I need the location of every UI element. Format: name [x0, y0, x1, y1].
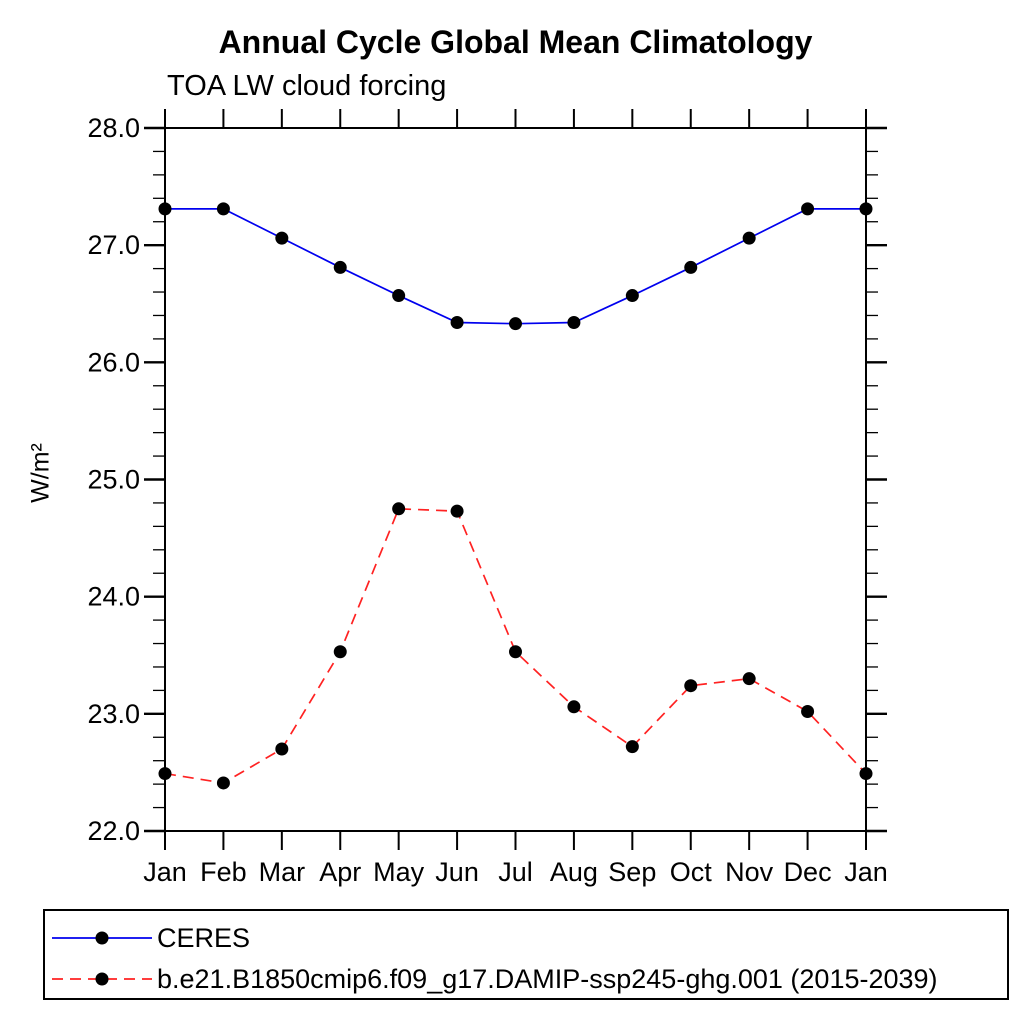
x-tick-label: Nov — [725, 857, 774, 887]
data-point-marker — [509, 317, 522, 331]
data-point-marker — [509, 645, 522, 659]
x-tick-label: Jan — [143, 857, 187, 887]
data-point-marker — [333, 260, 347, 274]
data-point-marker — [450, 504, 464, 518]
x-tick-label: Sep — [608, 857, 656, 887]
data-point-marker — [567, 700, 581, 714]
legend-label-ceres: CERES — [157, 922, 251, 953]
legend-label-model: b.e21.B1850cmip6.f09_g17.DAMIP-ssp245-gh… — [157, 963, 938, 994]
data-point-marker — [625, 289, 639, 303]
data-point-marker — [859, 202, 873, 216]
data-point-marker — [216, 776, 230, 790]
data-point-marker — [275, 231, 289, 245]
y-ticks — [144, 126, 887, 833]
data-point-marker — [742, 672, 756, 686]
data-point-marker — [801, 202, 815, 216]
series-0-ceres — [158, 202, 873, 331]
x-tick-label: Feb — [200, 857, 247, 887]
x-tick-label: Jan — [844, 857, 888, 887]
data-point-marker — [392, 289, 406, 303]
data-point-marker — [742, 231, 756, 245]
x-tick-label: May — [373, 857, 425, 887]
y-tick-label: 27.0 — [87, 230, 140, 260]
data-point-marker — [392, 502, 406, 516]
x-tick-label: Mar — [259, 857, 306, 887]
data-point-marker — [333, 645, 347, 659]
data-point-marker — [801, 704, 815, 718]
y-tick-label: 28.0 — [87, 113, 140, 143]
x-ticks — [164, 109, 867, 850]
legend-entry-ceres: CERES — [49, 922, 251, 953]
data-point-marker — [216, 202, 230, 216]
x-tick-label: Apr — [319, 857, 361, 887]
y-tick-label: 25.0 — [87, 465, 140, 495]
data-point-marker — [684, 679, 698, 693]
chart-title: Annual Cycle Global Mean Climatology — [218, 24, 813, 60]
legend: CERES b.e21.B1850cmip6.f09_g17.DAMIP-ssp… — [43, 909, 1009, 1000]
data-point-marker — [275, 742, 289, 756]
legend-sample-dashed-line-icon — [52, 972, 152, 986]
data-point-marker — [859, 767, 873, 781]
legend-sample-solid-line-icon — [52, 931, 152, 945]
data-point-marker — [684, 260, 698, 274]
legend-entry-model: b.e21.B1850cmip6.f09_g17.DAMIP-ssp245-gh… — [49, 963, 938, 994]
series-1-model — [158, 502, 873, 790]
x-tick-label: Jun — [435, 857, 479, 887]
chart-subtitle: TOA LW cloud forcing — [167, 70, 447, 102]
data-point-marker — [625, 740, 639, 754]
x-tick-label: Dec — [784, 857, 832, 887]
data-point-marker — [158, 202, 172, 216]
x-tick-labels: Jan Feb Mar Apr May Jun Jul Aug Sep Oct Nov Dec Jan — [143, 857, 888, 887]
x-tick-label: Jul — [498, 857, 533, 887]
series-line — [165, 207, 866, 325]
y-tick-label: 26.0 — [87, 347, 140, 377]
y-tick-labels: 22.0 23.0 24.0 25.0 26.0 27.0 28.0 — [87, 113, 140, 846]
data-point-marker — [567, 315, 581, 329]
y-tick-label: 22.0 — [87, 816, 140, 846]
plot-frame — [164, 127, 867, 832]
x-tick-label: Oct — [670, 857, 713, 887]
y-tick-label: 23.0 — [87, 699, 140, 729]
x-tick-label: Aug — [550, 857, 598, 887]
data-point-marker — [158, 767, 172, 781]
y-tick-label: 24.0 — [87, 582, 140, 612]
data-point-marker — [450, 315, 464, 329]
